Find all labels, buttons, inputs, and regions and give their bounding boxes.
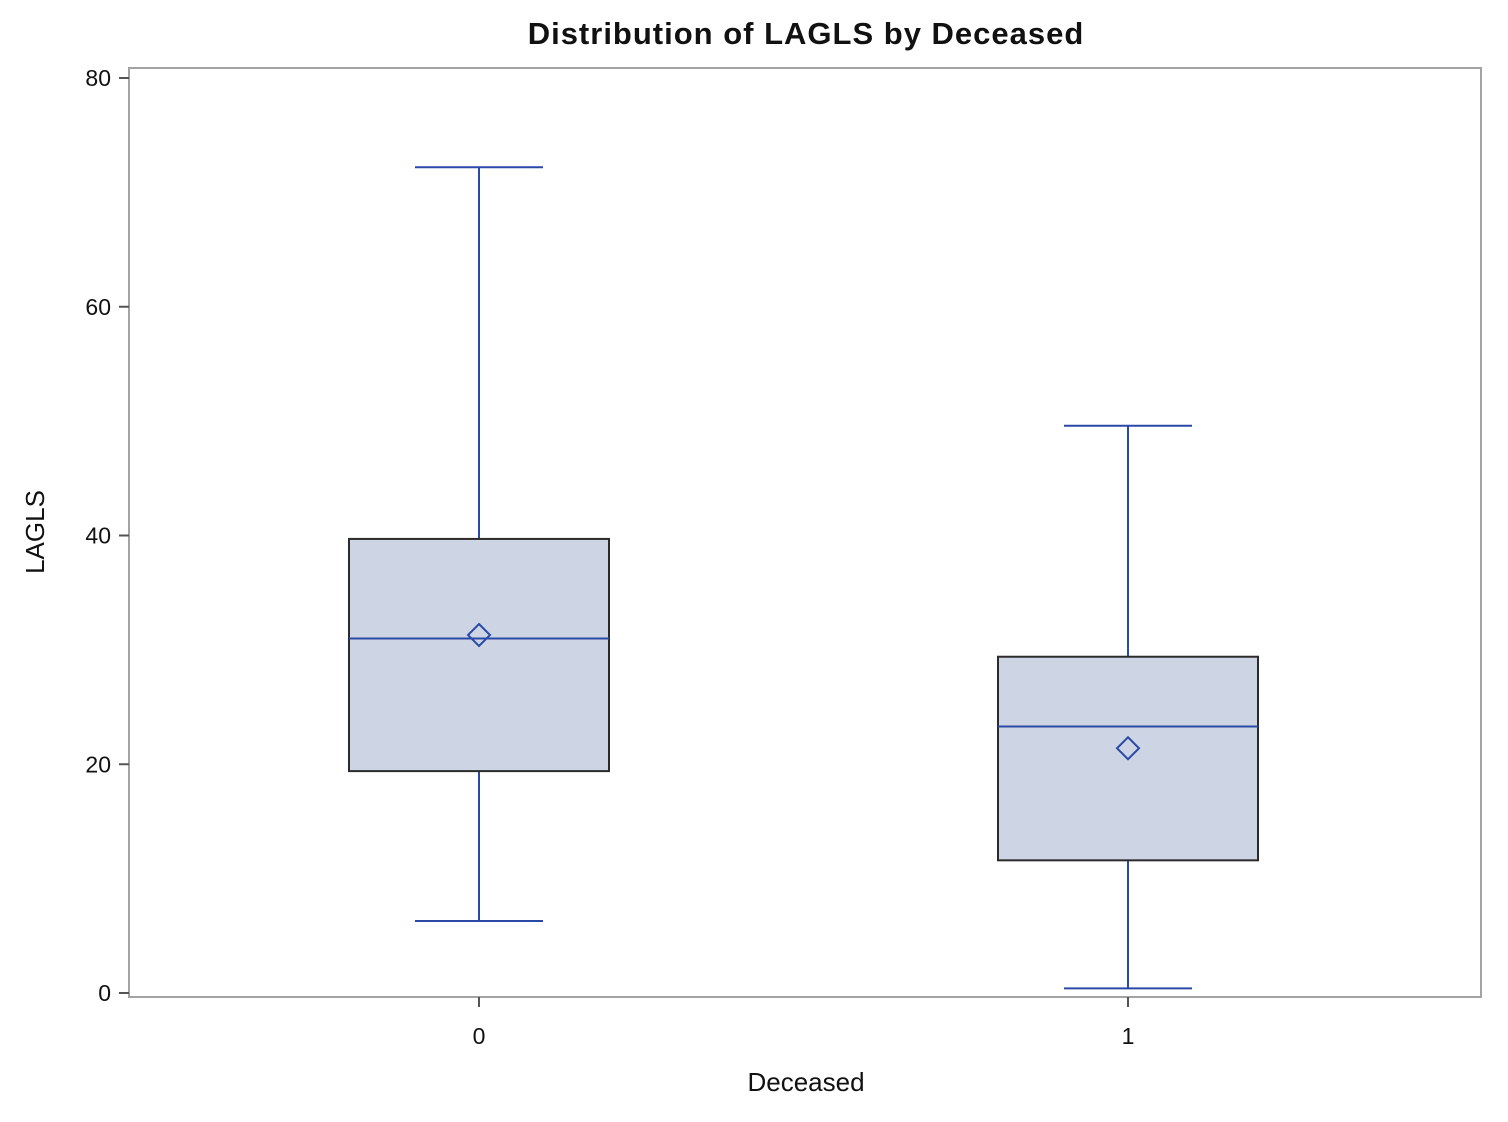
- y-tick-label: 20: [85, 751, 111, 777]
- x-axis-label: Deceased: [747, 1067, 864, 1097]
- y-axis: 0 20 40 60 80: [85, 65, 129, 1006]
- y-tick-label: 60: [85, 294, 111, 320]
- mean-marker: [1115, 735, 1141, 761]
- y-tick-label: 80: [85, 65, 111, 91]
- box-group: [997, 424, 1259, 990]
- chart-title: Distribution of LAGLS by Deceased: [528, 16, 1085, 51]
- y-tick-label: 0: [98, 980, 111, 1006]
- mean-marker: [466, 622, 492, 648]
- plot-frame: [128, 67, 1482, 998]
- x-tick-label: 1: [1122, 1023, 1135, 1049]
- x-tick-label: 0: [473, 1023, 486, 1049]
- y-tick-label: 40: [85, 523, 111, 549]
- boxes-layer: [348, 166, 1259, 990]
- y-axis-label: LAGLS: [20, 490, 50, 574]
- box-group: [348, 166, 610, 922]
- iqr-box: [348, 537, 610, 773]
